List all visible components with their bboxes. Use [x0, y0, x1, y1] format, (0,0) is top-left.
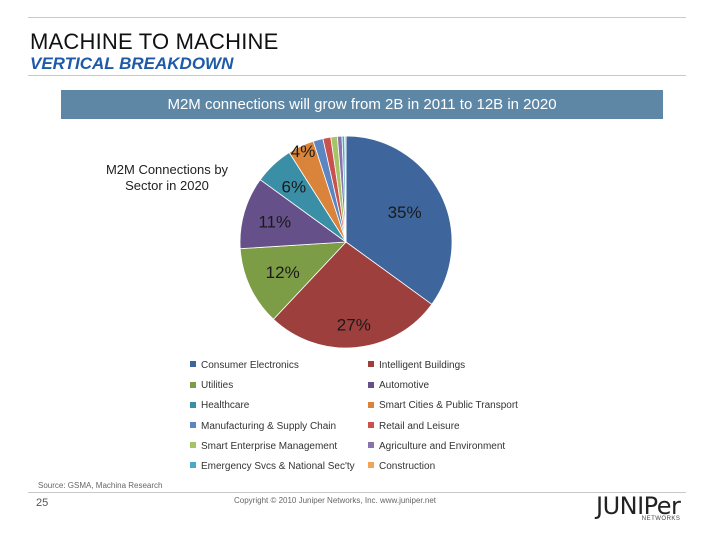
pie-slice-consumer-electronics: [345, 135, 453, 305]
legend-swatch: [190, 462, 196, 469]
source-note: Source: GSMA, Machina Research: [38, 481, 163, 490]
legend-label: Agriculture and Environment: [379, 440, 506, 452]
legend-item: Intelligent Buildings: [368, 360, 465, 371]
legend-swatch: [190, 421, 196, 428]
legend-item: Agriculture and Environment: [368, 441, 505, 452]
legend-label: Smart Enterprise Management: [201, 440, 338, 452]
legend-item: Manufacturing & Supply Chain: [190, 421, 336, 432]
legend-swatch: [368, 381, 374, 388]
legend-item: Emergency Svcs & National Sec'ty: [190, 461, 355, 472]
slice-label: 27%: [337, 315, 371, 334]
legend-item: Smart Cities & Public Transport: [368, 400, 518, 411]
header-divider: [28, 75, 686, 76]
legend-label: Healthcare: [201, 400, 250, 412]
legend-label: Retail and Leisure: [379, 420, 460, 432]
slide-subtitle: VERTICAL BREAKDOWN: [30, 54, 234, 73]
legend-item: Utilities: [190, 380, 233, 391]
slice-label: 12%: [266, 263, 300, 282]
legend-swatch: [368, 401, 374, 408]
legend-swatch: [368, 442, 374, 449]
copyright-text: Copyright © 2010 Juniper Networks, Inc. …: [234, 496, 436, 505]
juniper-logo: JUNIPer NETWORKS: [596, 492, 681, 522]
slice-label: 4%: [291, 142, 316, 161]
pie-slice-automotive: [239, 179, 348, 250]
slice-label: 11%: [258, 212, 291, 231]
legend-item: Smart Enterprise Management: [190, 441, 337, 452]
page-number: 25: [36, 497, 49, 509]
slice-label: 6%: [282, 177, 307, 196]
legend-item: Retail and Leisure: [368, 421, 460, 432]
legend-swatch: [190, 361, 196, 368]
legend-swatch: [190, 401, 196, 408]
legend-swatch: [368, 462, 374, 469]
legend-swatch: [368, 421, 374, 428]
legend-label: Intelligent Buildings: [379, 360, 466, 371]
chart-title: M2M Connections by Sector in 2020: [105, 162, 229, 193]
top-divider: [28, 17, 686, 18]
legend-item: Automotive: [368, 380, 429, 391]
legend-item: Construction: [368, 461, 435, 472]
legend-label: Manufacturing & Supply Chain: [201, 420, 337, 432]
pie-slice-construction: [344, 135, 347, 243]
pie-slice-utilities: [239, 241, 347, 320]
slice-label: 35%: [388, 203, 422, 222]
legend-label: Smart Cities & Public Transport: [379, 400, 518, 412]
legend-label: Utilities: [201, 380, 234, 392]
legend-label: Construction: [379, 461, 436, 472]
legend-swatch: [190, 381, 196, 388]
legend-swatch: [190, 442, 196, 449]
legend-label: Automotive: [379, 380, 430, 392]
legend-label: Consumer Electronics: [201, 360, 299, 371]
footer-divider: [28, 492, 686, 493]
logo-subtext: NETWORKS: [641, 516, 681, 522]
legend-swatch: [368, 361, 374, 368]
pie-slice-intelligent-buildings: [272, 241, 433, 349]
legend-item: Consumer Electronics: [190, 360, 299, 371]
slide-title: MACHINE TO MACHINE: [30, 29, 279, 54]
legend-label: Emergency Svcs & National Sec'ty: [201, 461, 355, 472]
headline-banner: M2M connections will grow from 2B in 201…: [61, 90, 663, 119]
legend-item: Healthcare: [190, 400, 249, 411]
logo-wordmark: JUNIPer: [596, 492, 681, 520]
